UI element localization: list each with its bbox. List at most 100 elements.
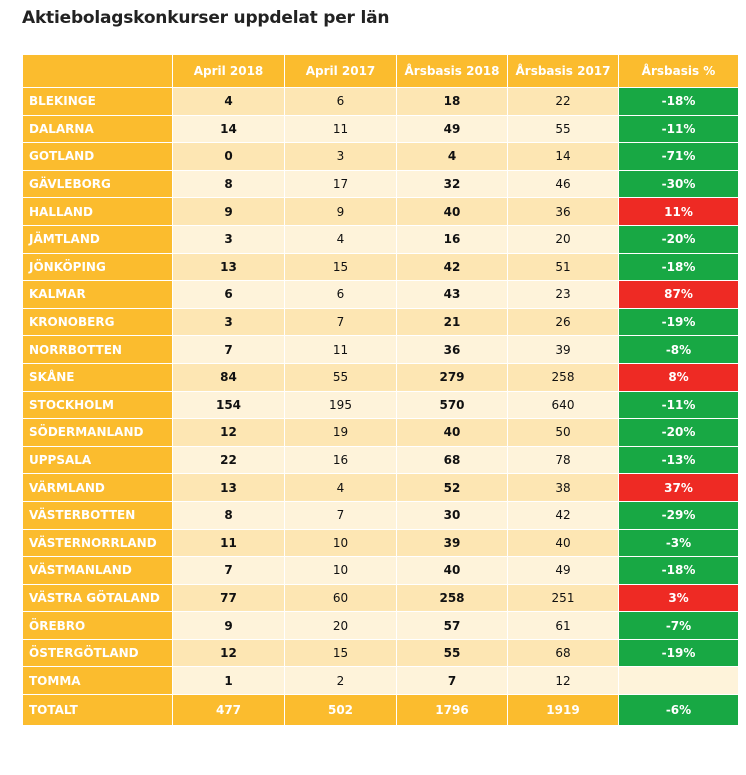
arsbasis-2017-cell: 26 [507, 307, 619, 337]
arsbasis-pct-cell: 11% [618, 197, 739, 226]
arsbasis-pct-cell: -11% [618, 114, 739, 144]
arsbasis-pct-cell: -11% [618, 390, 739, 420]
arsbasis-2017-cell: 20 [507, 224, 619, 254]
region-cell: SKÅNE [22, 362, 173, 392]
april-2018-cell: 9 [172, 197, 285, 226]
arsbasis-2017-cell: 22 [507, 87, 619, 116]
bankruptcy-table: April 2018 April 2017 Årsbasis 2018 Årsb… [22, 54, 739, 727]
april-2017-cell: 20 [284, 611, 397, 640]
april-2017-cell: 11 [284, 114, 397, 144]
region-cell: STOCKHOLM [22, 390, 173, 420]
region-cell: JÖNKÖPING [22, 252, 173, 282]
header-arsbasis-pct: Årsbasis % [618, 54, 739, 88]
arsbasis-2018-cell: 570 [396, 390, 508, 420]
april-2018-cell: 3 [172, 307, 285, 337]
arsbasis-pct-cell: -20% [618, 418, 739, 447]
april-2017-cell: 10 [284, 528, 397, 558]
arsbasis-2017-cell: 78 [507, 445, 619, 475]
april-2017-cell: 15 [284, 252, 397, 282]
total-april-2017: 502 [284, 694, 397, 727]
header-april-2017: April 2017 [284, 54, 397, 88]
table-row: VÄSTRA GÖTALAND 77 60 258 251 3% [22, 583, 739, 613]
header-april-2018: April 2018 [172, 54, 285, 88]
april-2018-cell: 1 [172, 666, 285, 696]
region-cell: TOMMA [22, 666, 173, 696]
region-cell: ÖSTERGÖTLAND [22, 638, 173, 668]
arsbasis-pct-cell: -19% [618, 638, 739, 668]
arsbasis-2018-cell: 21 [396, 307, 508, 337]
arsbasis-2018-cell: 52 [396, 473, 508, 502]
april-2018-cell: 8 [172, 500, 285, 530]
table-row: SÖDERMANLAND 12 19 40 50 -20% [22, 418, 739, 447]
april-2018-cell: 3 [172, 224, 285, 254]
april-2018-cell: 7 [172, 556, 285, 585]
arsbasis-2018-cell: 4 [396, 142, 508, 171]
table-row: BLEKINGE 4 6 18 22 -18% [22, 87, 739, 116]
april-2018-cell: 13 [172, 473, 285, 502]
arsbasis-pct-cell: -20% [618, 224, 739, 254]
region-cell: UPPSALA [22, 445, 173, 475]
arsbasis-2018-cell: 32 [396, 169, 508, 199]
table-row: HALLAND 9 9 40 36 11% [22, 197, 739, 226]
arsbasis-2017-cell: 23 [507, 280, 619, 309]
arsbasis-2018-cell: 258 [396, 583, 508, 613]
arsbasis-2017-cell: 49 [507, 556, 619, 585]
arsbasis-2018-cell: 49 [396, 114, 508, 144]
region-cell: VÄSTRA GÖTALAND [22, 583, 173, 613]
april-2018-cell: 14 [172, 114, 285, 144]
arsbasis-2018-cell: 16 [396, 224, 508, 254]
region-cell: BLEKINGE [22, 87, 173, 116]
april-2018-cell: 11 [172, 528, 285, 558]
april-2018-cell: 4 [172, 87, 285, 116]
table-row: DALARNA 14 11 49 55 -11% [22, 114, 739, 144]
april-2018-cell: 6 [172, 280, 285, 309]
arsbasis-pct-cell: -18% [618, 252, 739, 282]
arsbasis-2018-cell: 43 [396, 280, 508, 309]
april-2018-cell: 9 [172, 611, 285, 640]
april-2017-cell: 195 [284, 390, 397, 420]
arsbasis-pct-cell: -71% [618, 142, 739, 171]
april-2017-cell: 11 [284, 335, 397, 364]
table-row: TOMMA 1 2 7 12 [22, 666, 739, 696]
arsbasis-2018-cell: 39 [396, 528, 508, 558]
april-2017-cell: 19 [284, 418, 397, 447]
arsbasis-2017-cell: 640 [507, 390, 619, 420]
arsbasis-2017-cell: 50 [507, 418, 619, 447]
table-row: GOTLAND 0 3 4 14 -71% [22, 142, 739, 171]
region-cell: DALARNA [22, 114, 173, 144]
table-row: VÄSTERNORRLAND 11 10 39 40 -3% [22, 528, 739, 558]
total-label: TOTALT [22, 694, 173, 727]
april-2018-cell: 77 [172, 583, 285, 613]
arsbasis-2017-cell: 251 [507, 583, 619, 613]
region-cell: GÄVLEBORG [22, 169, 173, 199]
table-row: UPPSALA 22 16 68 78 -13% [22, 445, 739, 475]
april-2017-cell: 2 [284, 666, 397, 696]
arsbasis-2018-cell: 57 [396, 611, 508, 640]
arsbasis-pct-cell: -18% [618, 87, 739, 116]
april-2017-cell: 15 [284, 638, 397, 668]
arsbasis-pct-cell: -30% [618, 169, 739, 199]
arsbasis-pct-cell: 8% [618, 362, 739, 392]
table-body: BLEKINGE 4 6 18 22 -18% DALARNA 14 11 49 55 -11% GOT… [22, 87, 739, 727]
table-row: NORRBOTTEN 7 11 36 39 -8% [22, 335, 739, 364]
table-row: VÄSTERBOTTEN 8 7 30 42 -29% [22, 500, 739, 530]
april-2017-cell: 3 [284, 142, 397, 171]
arsbasis-2018-cell: 30 [396, 500, 508, 530]
arsbasis-pct-cell [618, 666, 739, 696]
arsbasis-2018-cell: 42 [396, 252, 508, 282]
arsbasis-2017-cell: 46 [507, 169, 619, 199]
april-2017-cell: 10 [284, 556, 397, 585]
region-cell: KRONOBERG [22, 307, 173, 337]
table-row: KALMAR 6 6 43 23 87% [22, 280, 739, 309]
total-arsbasis-pct: -6% [618, 694, 739, 727]
total-row: TOTALT 477 502 1796 1919 -6% [22, 694, 739, 727]
arsbasis-2017-cell: 55 [507, 114, 619, 144]
header-arsbasis-2018: Årsbasis 2018 [396, 54, 508, 88]
region-cell: HALLAND [22, 197, 173, 226]
region-cell: ÖREBRO [22, 611, 173, 640]
arsbasis-2018-cell: 36 [396, 335, 508, 364]
region-cell: VÄSTERNORRLAND [22, 528, 173, 558]
arsbasis-2017-cell: 258 [507, 362, 619, 392]
region-cell: VÄSTMANLAND [22, 556, 173, 585]
april-2018-cell: 12 [172, 638, 285, 668]
